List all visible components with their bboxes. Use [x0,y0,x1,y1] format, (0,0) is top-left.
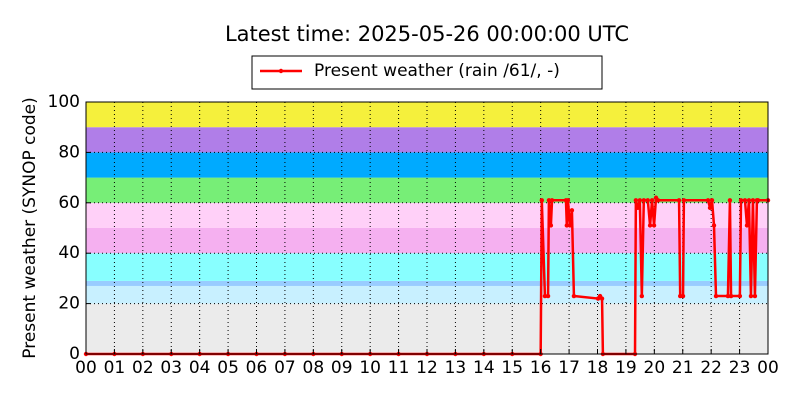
x-tick-label: 04 [189,358,211,378]
marker [752,293,758,299]
marker [711,223,717,228]
marker [707,205,713,211]
marker [633,198,639,203]
x-tick-label: 22 [700,358,722,378]
legend-label: Present weather (rain /61/, -) [314,61,560,81]
x-tick-label: 16 [530,358,552,378]
band [86,253,768,281]
y-tick-label: 40 [58,243,80,263]
band [86,152,768,178]
marker [737,293,743,299]
legend-marker [278,68,284,74]
x-tick-label: 05 [217,358,239,378]
x-tick-label: 07 [274,358,296,378]
y-tick-label: 80 [58,142,80,162]
marker [727,198,733,203]
marker [681,198,687,203]
legend [251,55,603,90]
x-tick-label: 10 [359,358,381,378]
marker [645,198,650,203]
x-tick-label: 19 [615,358,637,378]
y-tick-label: 100 [48,92,80,112]
marker [655,198,661,203]
marker [709,198,715,203]
marker [635,205,641,211]
marker [676,198,682,203]
x-tick-label: 08 [303,358,325,378]
x-tick-label: 13 [445,358,467,378]
marker [567,223,573,228]
marker [546,198,552,203]
marker [713,293,719,299]
marker [738,198,744,203]
x-tick-label: 01 [104,358,126,378]
marker [639,293,645,299]
legend-items: Present weather (rain /61/, -) [260,61,560,81]
x-tick-label: 02 [132,358,154,378]
marker [569,208,575,213]
marker [748,293,754,299]
marker [728,293,734,299]
marker [705,198,711,203]
marker [564,223,570,228]
ticks: 0 20 40 60 80 100 00 01 02 03 04 05 06 07 08 09 10 11 12 13… [48,92,779,378]
marker [571,293,577,299]
marker [548,223,554,228]
band [86,127,768,153]
y-tick-label: 20 [58,294,80,314]
marker [545,293,551,299]
marker [680,293,686,299]
x-tick-label: 03 [160,358,182,378]
x-tick-label: 18 [587,358,609,378]
x-tick-label: 00 [75,358,97,378]
marker [649,198,655,203]
x-tick-label: 20 [644,358,666,378]
marker [746,198,752,203]
x-tick-label: 11 [388,358,410,378]
marker [637,198,643,203]
bands [86,102,768,354]
marker [599,296,605,301]
marker [742,198,748,203]
marker [755,198,761,203]
x-tick-label: 15 [501,358,523,378]
marker [750,198,756,203]
marker [539,198,545,203]
marker [641,198,647,203]
y-tick-label: 60 [58,193,80,213]
band [86,228,768,254]
x-tick-label: 23 [729,358,751,378]
x-tick-label: 09 [331,358,353,378]
marker [744,223,750,228]
marker [651,223,657,228]
x-tick-label: 21 [672,358,694,378]
band [86,280,768,286]
marker [542,293,548,299]
marker [725,293,731,299]
x-tick-label: 17 [558,358,580,378]
y-axis-label: Present weather (SYNOP code) [20,97,40,358]
x-tick-label: 12 [416,358,438,378]
marker [565,198,571,203]
marker [647,223,653,228]
marker [549,198,555,203]
x-tick-label: 06 [246,358,268,378]
chart-title: Latest time: 2025-05-26 00:00:00 UTC [225,22,629,46]
band [86,303,768,354]
x-tick-label: 00 [757,358,779,378]
y-tick-label: 0 [69,344,80,364]
x-tick-label: 14 [473,358,495,378]
